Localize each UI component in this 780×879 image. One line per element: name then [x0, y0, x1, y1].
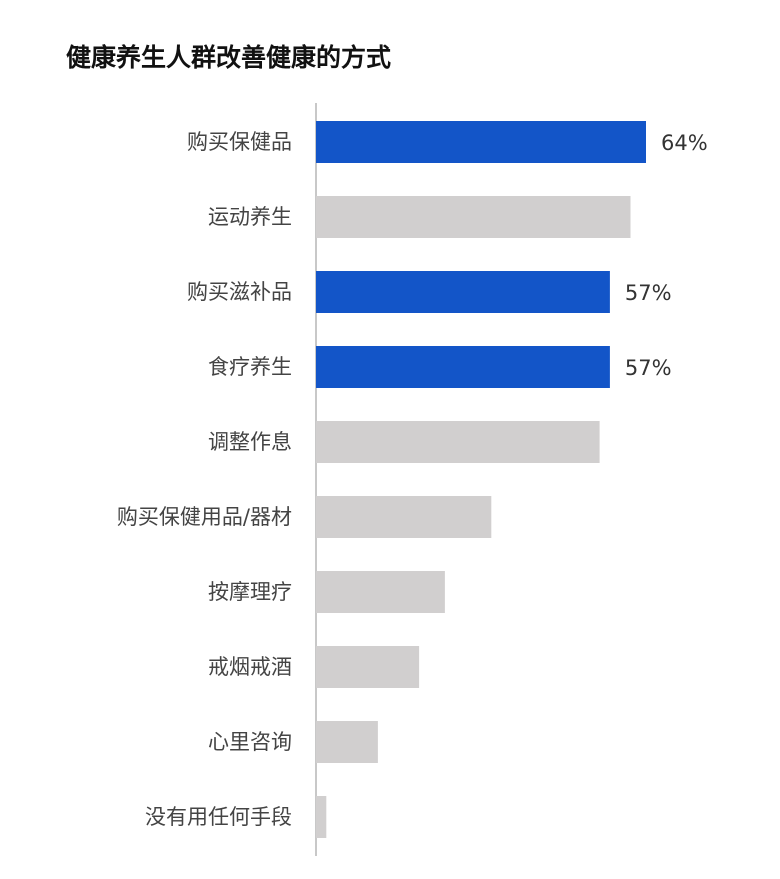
bar-7: [316, 646, 420, 688]
category-label-6: 按摩理疗: [208, 580, 292, 604]
value-label-0: 64%: [661, 131, 708, 155]
chart-title: 健康养生人群改善健康的方式: [66, 43, 392, 72]
category-label-0: 购买保健品: [187, 130, 292, 154]
bar-1: [316, 196, 631, 238]
bar-0: [316, 121, 646, 163]
bar-8: [316, 721, 378, 763]
category-label-9: 没有用任何手段: [145, 805, 292, 829]
value-label-2: 57%: [625, 281, 672, 305]
category-label-4: 调整作息: [208, 430, 292, 454]
category-label-7: 戒烟戒酒: [208, 655, 292, 679]
value-label-3: 57%: [625, 356, 672, 380]
category-label-5: 购买保健用品/器材: [117, 505, 292, 529]
bar-2: [316, 271, 610, 313]
category-label-3: 食疗养生: [208, 355, 292, 379]
bar-5: [316, 496, 492, 538]
bar-6: [316, 571, 445, 613]
category-label-1: 运动养生: [208, 205, 292, 229]
bar-3: [316, 346, 610, 388]
category-label-8: 心里咨询: [208, 730, 292, 754]
bar-9: [316, 796, 327, 838]
bar-4: [316, 421, 600, 463]
category-label-2: 购买滋补品: [187, 280, 292, 304]
